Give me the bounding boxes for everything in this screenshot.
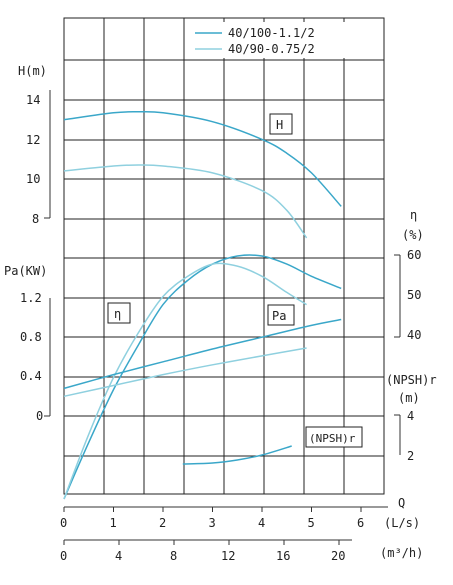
curve-labels: H η Pa (NPSH)r: [107, 113, 363, 448]
head-curve-label-box: [269, 113, 293, 135]
head-curve-label: H: [276, 118, 283, 132]
ls-tick-0: 0: [60, 516, 67, 530]
head-tick-10: 10: [26, 172, 40, 186]
m3h-tick-8: 8: [170, 549, 177, 563]
power-axis: Pa(KW) 1.2 0.8 0.4 0: [4, 264, 51, 423]
performance-curves: [63, 110, 342, 500]
ls-tick-5: 5: [308, 516, 315, 530]
efficiency-axis-unit: (%): [402, 228, 424, 242]
eta-curve-pump-1: [63, 254, 342, 500]
m3h-tick-0: 0: [60, 549, 67, 563]
efficiency-tick-60: 60: [407, 248, 421, 262]
legend-label-1: 40/100-1.1/2: [228, 26, 315, 40]
h-curve-pump-1: [63, 110, 342, 207]
ls-tick-6: 6: [357, 516, 364, 530]
ls-tick-3: 3: [209, 516, 216, 530]
npsh-tick-2: 2: [407, 449, 414, 463]
pa-curve-pump-1: [63, 318, 342, 390]
efficiency-tick-40: 40: [407, 328, 421, 342]
power-curve-label: Pa: [272, 309, 286, 323]
efficiency-tick-50: 50: [407, 288, 421, 302]
npsh-axis: (NPSH)r (m) 4 2: [386, 373, 437, 463]
flow-axis-unit-m3h: (m³/h): [380, 546, 423, 560]
head-tick-8: 8: [32, 212, 39, 226]
head-tick-14: 14: [26, 93, 40, 107]
power-tick-0-4: 0.4: [20, 369, 42, 383]
eta-curve-pump-2: [63, 262, 307, 500]
power-curve-label-box: [267, 304, 295, 326]
efficiency-axis: η (%) 60 50 40: [394, 208, 424, 342]
m3h-tick-12: 12: [221, 549, 235, 563]
chart-grid: [63, 17, 385, 495]
power-axis-label: Pa(KW): [4, 264, 47, 278]
head-tick-12: 12: [26, 133, 40, 147]
npsh-axis-label: (NPSH)r: [386, 373, 437, 387]
chart-legend: 40/100-1.1/2 40/90-0.75/2: [188, 22, 356, 58]
power-tick-0: 0: [36, 409, 43, 423]
efficiency-curve-label: η: [114, 307, 121, 321]
pa-curve-pump-2: [63, 347, 307, 398]
power-tick-1-2: 1.2: [20, 291, 42, 305]
m3h-tick-20: 20: [331, 549, 345, 563]
npsh-axis-unit: (m): [398, 391, 420, 405]
head-axis-label: H(m): [18, 64, 47, 78]
ls-tick-2: 2: [159, 516, 166, 530]
h-curve-pump-2: [63, 164, 308, 239]
efficiency-curve-label-box: [107, 302, 131, 324]
npshr-curve-pump-1: [182, 445, 292, 465]
npsh-tick-4: 4: [407, 409, 414, 423]
flow-axis-unit-ls: (L/s): [384, 516, 420, 530]
flow-axis-name: Q: [398, 496, 405, 510]
ls-tick-1: 1: [110, 516, 117, 530]
ls-tick-4: 4: [258, 516, 265, 530]
npsh-curve-label: (NPSH)r: [309, 432, 356, 445]
power-tick-0-8: 0.8: [20, 330, 42, 344]
legend-label-2: 40/90-0.75/2: [228, 42, 315, 56]
m3h-tick-16: 16: [276, 549, 290, 563]
m3h-tick-4: 4: [115, 549, 122, 563]
head-axis: H(m) 14 12 10 8: [18, 64, 51, 226]
npsh-curve-label-box: [305, 426, 363, 448]
efficiency-axis-symbol: η: [410, 208, 417, 222]
